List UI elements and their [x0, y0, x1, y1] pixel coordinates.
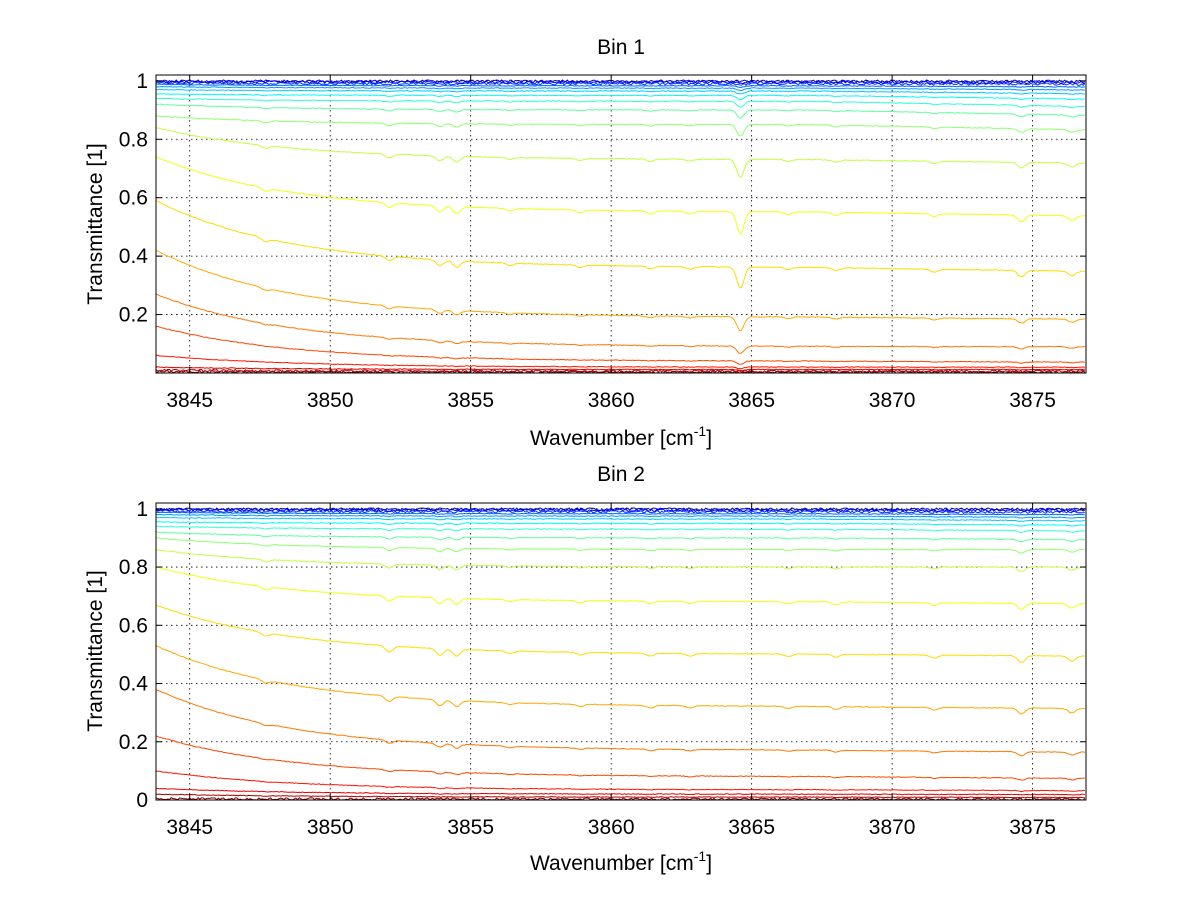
series-line: [155, 548, 1085, 572]
y-axis-label: Transmittance [1]: [84, 570, 107, 731]
ticks: 3845 3850 3855 3860 3865 3870 3875 0.2 0.4 0.6 0.8…: [119, 70, 1086, 412]
series-line: [156, 537, 1085, 554]
grid: [156, 75, 1086, 373]
series-line: [156, 326, 1085, 365]
x-axis-label-main: Wavenumber [cm: [530, 427, 694, 450]
x-tick-label: 3855: [447, 816, 494, 839]
x-axis-label: Wavenumber [cm-1]: [530, 848, 712, 875]
series-line: [155, 354, 1086, 370]
x-tick-label: 3850: [307, 389, 354, 412]
series-line: [155, 770, 1085, 793]
series-line: [155, 507, 1086, 512]
x-tick-label: 3855: [447, 389, 494, 412]
chart-title: Bin 2: [597, 463, 645, 486]
x-axis-label-end: ]: [706, 427, 712, 450]
x-axis-label-superscript: -1: [694, 848, 707, 864]
x-tick-label: 3860: [588, 816, 635, 839]
series-line: [155, 79, 1086, 84]
x-tick-label: 3865: [728, 816, 775, 839]
series-line: [155, 250, 1085, 332]
y-tick-label: 0.2: [119, 731, 148, 754]
series-line: [156, 516, 1085, 523]
y-tick-label: 0.6: [119, 614, 148, 637]
series-line: [155, 80, 1085, 85]
series-line: [155, 93, 1086, 101]
series-line: [155, 200, 1085, 289]
y-axis-label: Transmittance [1]: [84, 143, 107, 304]
series-line: [155, 368, 1086, 374]
y-tick-label: 0.6: [119, 187, 148, 210]
series-line: [155, 127, 1085, 178]
plot-area: [156, 503, 1086, 800]
series-line: [155, 689, 1086, 757]
x-tick-label: 3845: [166, 816, 213, 839]
x-tick-label: 3875: [1009, 816, 1056, 839]
x-axis-label-main: Wavenumber [cm: [530, 852, 694, 875]
y-tick-label: 0.4: [119, 673, 149, 696]
y-tick-label: 0.8: [119, 556, 148, 579]
series-line: [155, 787, 1086, 796]
series-line: [155, 83, 1085, 89]
y-tick-label: 0.2: [119, 304, 148, 327]
series-line: [155, 156, 1085, 235]
series-line: [155, 793, 1085, 799]
series-line: [155, 566, 1085, 610]
series-line: [155, 796, 1086, 801]
series-line: [155, 81, 1086, 87]
series-line: [155, 97, 1085, 109]
series-line: [155, 645, 1085, 715]
series-line: [155, 531, 1085, 543]
x-axis-label-end: ]: [706, 852, 712, 875]
series-line: [155, 85, 1085, 92]
y-tick-label: 0.8: [119, 128, 148, 151]
series-line: [155, 509, 1085, 514]
series-line: [155, 513, 1085, 519]
series-line: [155, 103, 1085, 119]
x-tick-label: 3870: [869, 816, 916, 839]
x-tick-label: 3850: [307, 816, 354, 839]
series-line: [155, 115, 1085, 137]
ticks: 3845 3850 3855 3860 3865 3870 3875 0 0.2 0.4 0.6 0.…: [119, 498, 1086, 839]
x-tick-label: 3860: [588, 389, 635, 412]
series-group: [155, 79, 1086, 374]
x-axis-label-superscript: -1: [694, 423, 707, 439]
x-tick-label: 3845: [166, 389, 213, 412]
x-tick-label: 3865: [728, 389, 775, 412]
x-axis-label: Wavenumber [cm-1]: [530, 423, 712, 450]
y-tick-label: 0.4: [119, 245, 149, 268]
axes-frame: [155, 502, 1087, 801]
series-line: [155, 508, 1086, 513]
chart-title: Bin 1: [597, 36, 645, 59]
subplot-bin-2: 3845 3850 3855 3860 3865 3870 3875 0 0.2 0.4 0.6 0.…: [84, 463, 1087, 875]
series-line: [155, 604, 1085, 663]
y-tick-label: 1: [136, 498, 148, 521]
x-tick-label: 3870: [869, 389, 916, 412]
series-line: [155, 293, 1085, 354]
series-line: [155, 735, 1085, 781]
series-line: [155, 521, 1085, 527]
series-line: [156, 511, 1085, 516]
y-tick-label: 1: [136, 70, 148, 93]
series-line: [155, 366, 1085, 372]
subplot-bin-1: 3845 3850 3855 3860 3865 3870 3875 0.2 0.4 0.6 0.8…: [84, 36, 1087, 450]
series-group: [155, 507, 1086, 801]
y-tick-label: 0: [136, 789, 148, 812]
x-tick-label: 3875: [1009, 389, 1056, 412]
series-line: [155, 525, 1086, 534]
axes-frame: [155, 74, 1087, 374]
series-line: [155, 88, 1085, 96]
